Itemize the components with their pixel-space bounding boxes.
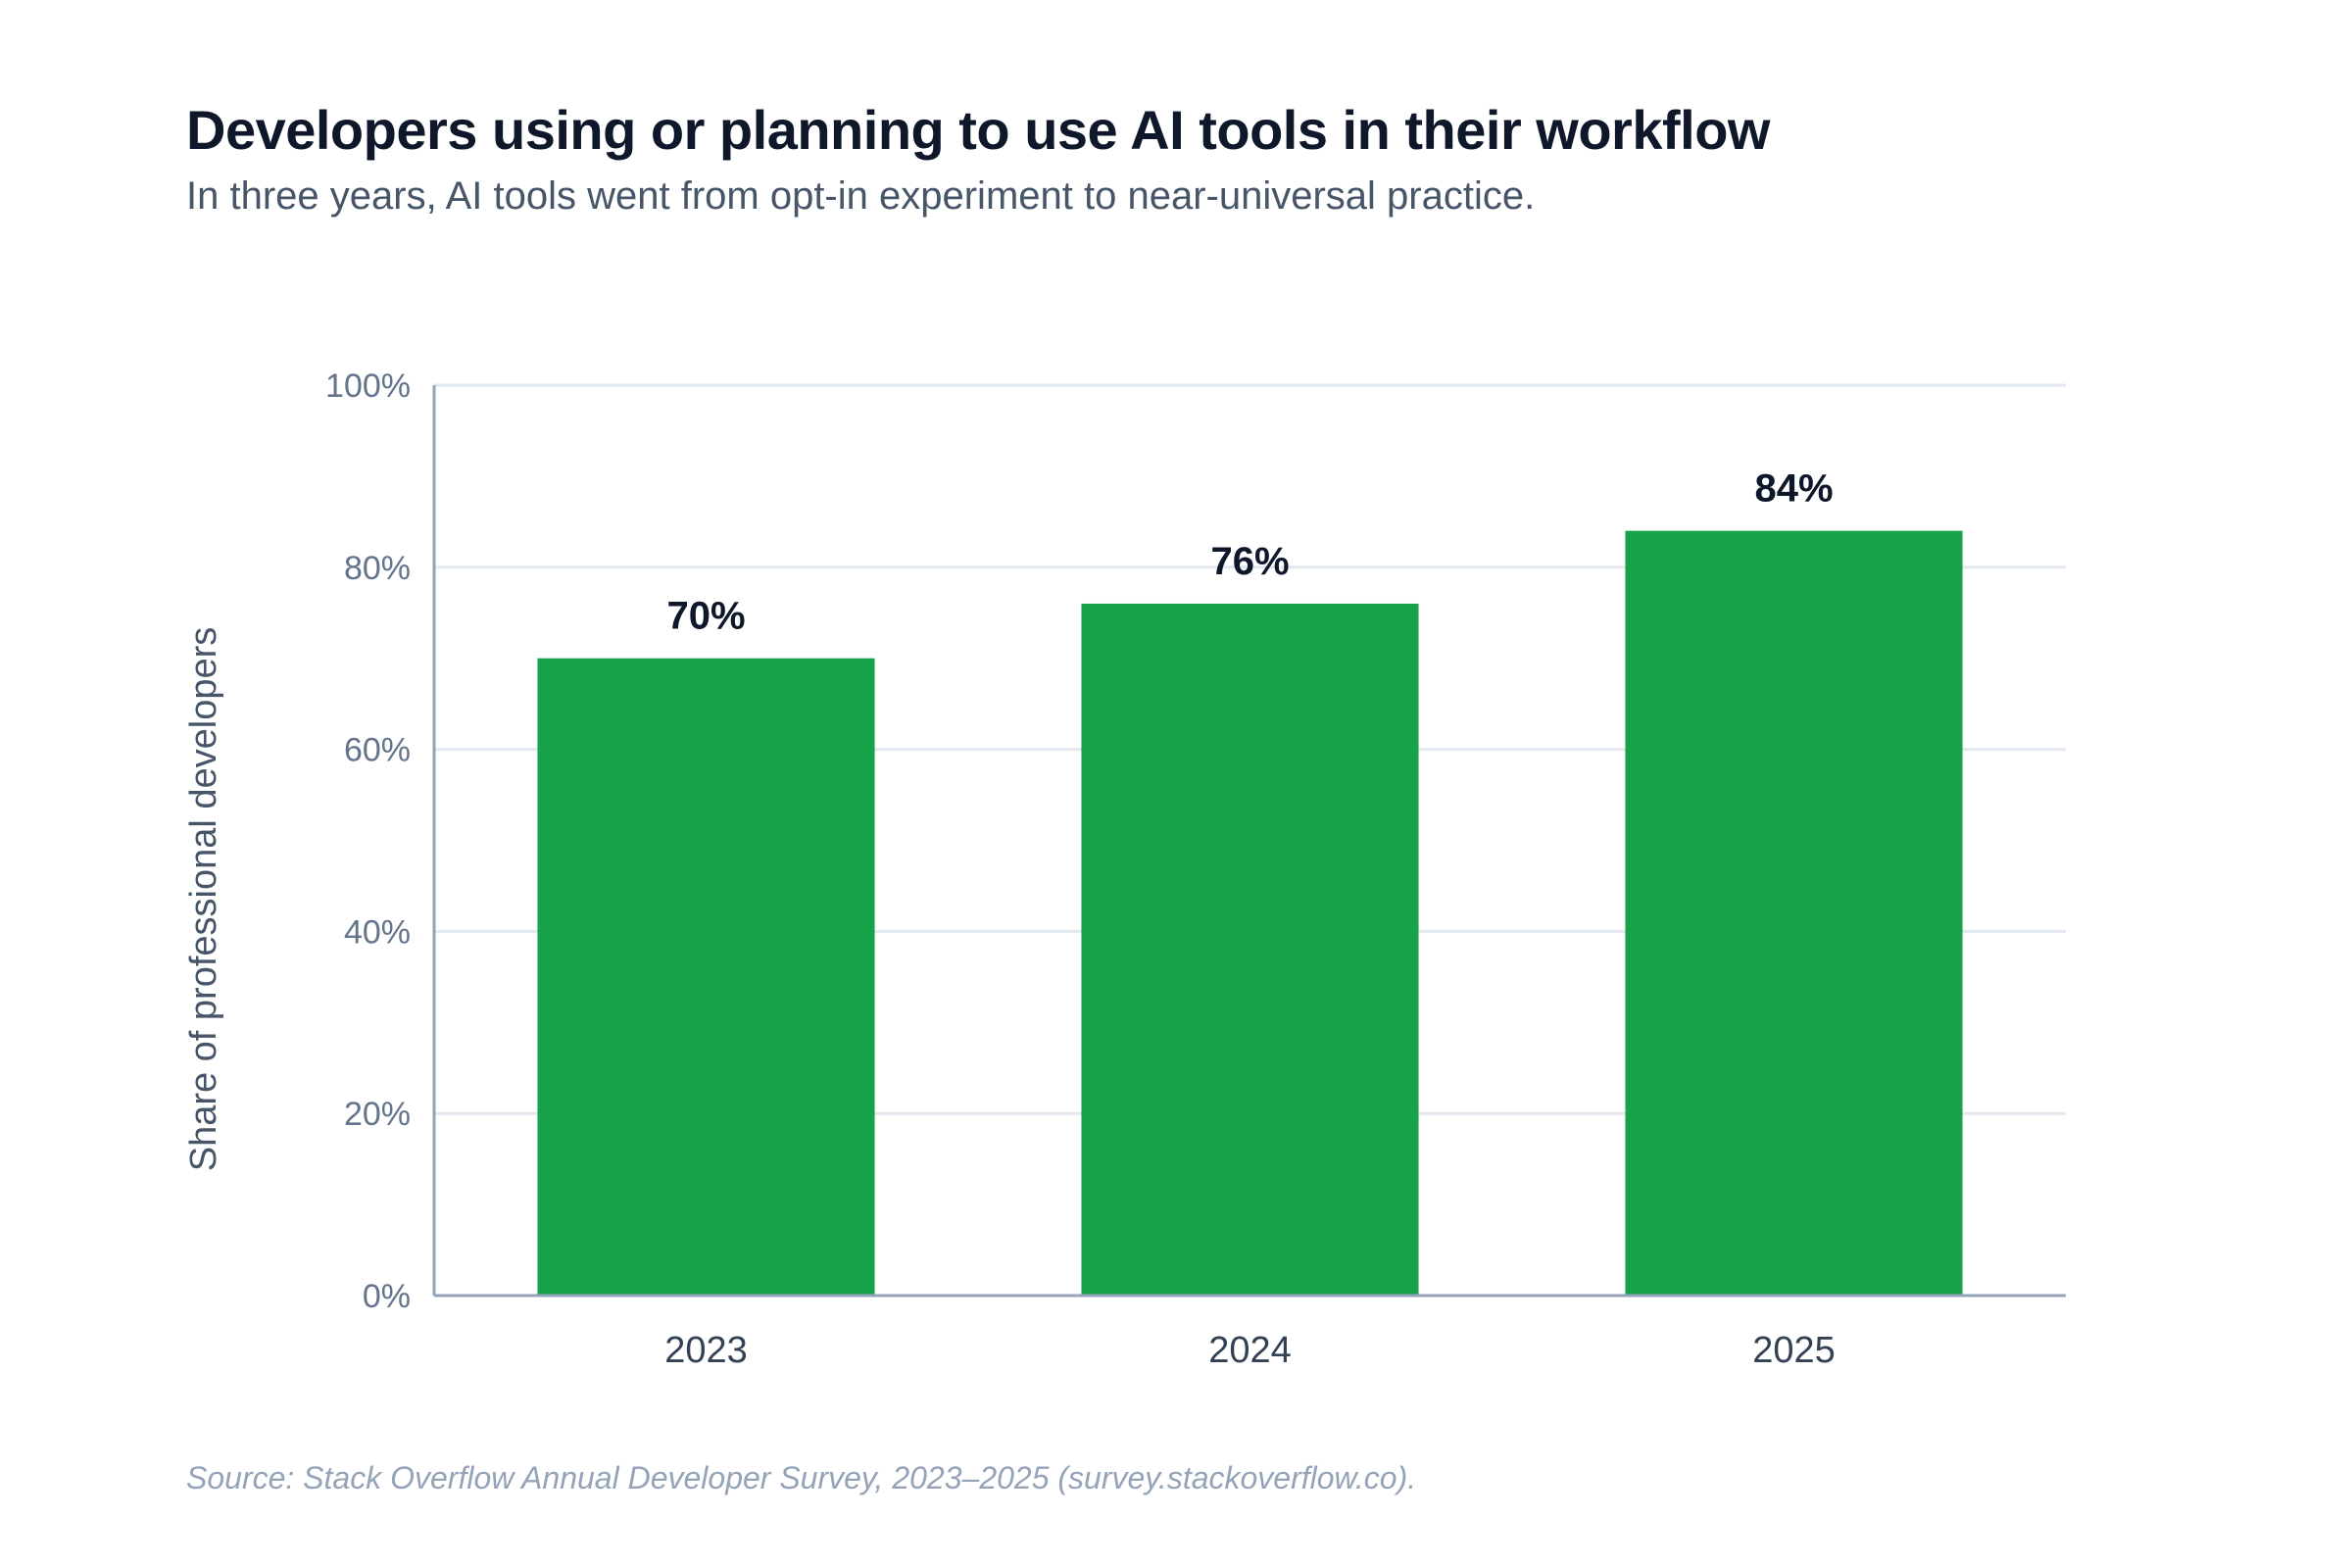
bar-2024 (1081, 603, 1419, 1296)
y-tick-label: 0% (363, 1278, 411, 1315)
y-axis-title: Share of professional developers (183, 627, 224, 1172)
y-tick-label: 40% (344, 913, 411, 951)
y-tick-label: 100% (325, 368, 411, 405)
axes (432, 385, 2066, 1298)
x-tick-labels: 2023 2024 2025 (664, 1330, 1836, 1371)
source-note: Source: Stack Overflow Annual Developer … (186, 1460, 1417, 1495)
bars (537, 530, 1963, 1296)
y-tick-labels: 0% 20% 40% 60% 80% 100% (325, 368, 411, 1315)
y-tick-label: 20% (344, 1096, 411, 1133)
chart-subtitle: In three years, AI tools went from opt-i… (186, 174, 1536, 218)
chart-title: Developers using or planning to use AI t… (186, 99, 1770, 161)
value-labels: 70% 76% 84% (666, 467, 1833, 638)
value-label-2025: 84% (1754, 467, 1833, 511)
value-label-2023: 70% (666, 595, 745, 638)
bar-2023 (537, 658, 875, 1296)
bar-2025 (1625, 530, 1963, 1296)
y-tick-label: 80% (344, 550, 411, 587)
y-tick-label: 60% (344, 732, 411, 769)
x-tick-label-2025: 2025 (1752, 1330, 1836, 1371)
x-tick-label-2024: 2024 (1208, 1330, 1292, 1371)
value-label-2024: 76% (1210, 540, 1289, 583)
x-tick-label-2023: 2023 (664, 1330, 748, 1371)
